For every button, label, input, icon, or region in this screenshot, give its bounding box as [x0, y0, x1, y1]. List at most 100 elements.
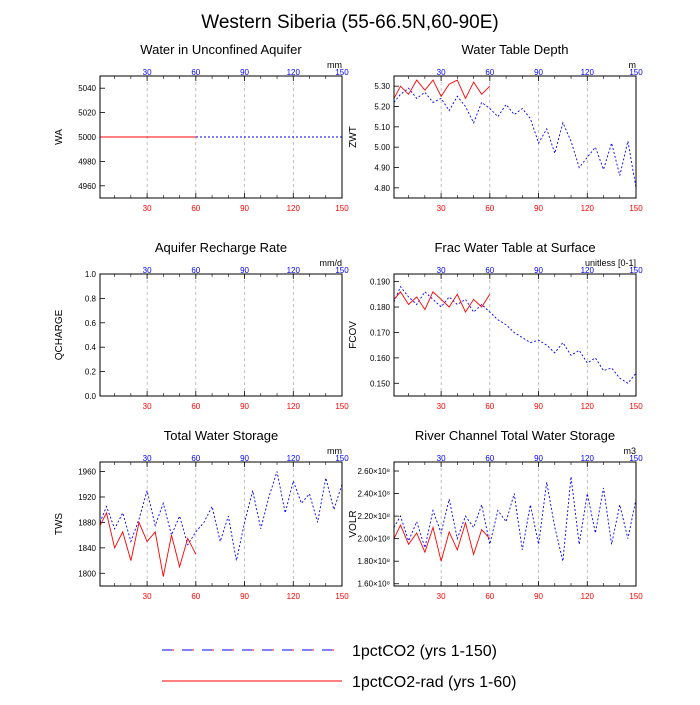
- x-tick-label: 120: [581, 592, 595, 601]
- x-tick-label-top: 60: [191, 266, 200, 275]
- y-tick-label: 0.0: [85, 392, 97, 401]
- x-tick-label-top: 120: [581, 454, 595, 463]
- y-tick-label: 0.2: [85, 368, 97, 377]
- y-axis-label: TWS: [54, 513, 65, 536]
- plot-frame: [99, 461, 343, 587]
- panel-fcov: Frac Water Table at Surface unitless [0-1…: [348, 240, 643, 411]
- units-label: mm: [327, 446, 342, 456]
- x-tick-label: 120: [287, 592, 301, 601]
- x-tick-label: 150: [629, 204, 643, 213]
- series-line-red: [99, 511, 197, 577]
- x-tick-label-top: 30: [437, 454, 446, 463]
- x-tick-label: 30: [437, 592, 446, 601]
- legend-label-1pctco2: 1pctCO2 (yrs 1-150): [352, 643, 497, 660]
- x-tick-label: 60: [485, 204, 494, 213]
- y-tick-label: 5.10: [374, 123, 390, 132]
- y-axis-label: WA: [54, 129, 65, 145]
- x-tick-label: 30: [143, 204, 152, 213]
- plot-frame: [393, 461, 637, 587]
- units-label: m3: [623, 446, 636, 456]
- x-tick-label-top: 90: [240, 266, 249, 275]
- y-tick-label: 4.80: [374, 184, 390, 193]
- y-tick-label: 5.20: [374, 103, 390, 112]
- panel-volr: River Channel Total Water Storage m3 VOLR 3…: [348, 428, 643, 601]
- units-label: m: [629, 60, 637, 70]
- x-tick-label-top: 120: [287, 454, 301, 463]
- x-tick-label-top: 30: [143, 454, 152, 463]
- x-tick-label-top: 60: [485, 266, 494, 275]
- series-line-red: [393, 521, 491, 562]
- y-tick-label: 0.8: [85, 294, 97, 303]
- x-tick-label-top: 60: [191, 68, 200, 77]
- x-tick-label-top: 30: [143, 266, 152, 275]
- y-tick-label: 0.150: [370, 379, 391, 388]
- x-tick-label-top: 120: [287, 266, 301, 275]
- units-label: unitless [0-1]: [585, 258, 636, 268]
- y-tick-label: 5000: [78, 133, 96, 142]
- y-tick-label: 2.20×10⁸: [357, 512, 390, 521]
- y-tick-label: 4960: [78, 182, 96, 191]
- y-tick-label: 2.60×10⁸: [357, 467, 390, 476]
- x-tick-label: 90: [240, 204, 249, 213]
- y-axis-label: VOLR: [348, 510, 359, 537]
- y-tick-label: 1.0: [85, 270, 97, 279]
- x-tick-label-top: 30: [143, 68, 152, 77]
- x-tick-label: 60: [485, 592, 494, 601]
- plot-frame: [393, 75, 637, 199]
- x-tick-label-top: 120: [287, 68, 301, 77]
- y-tick-label: 1800: [78, 569, 96, 578]
- x-tick-label-top: 90: [534, 454, 543, 463]
- units-label: mm/d: [320, 258, 343, 268]
- panel-wa: Water in Unconfined Aquifer mm WA 30 30 60 60 9…: [54, 42, 349, 213]
- y-axis-label: ZWT: [348, 126, 359, 148]
- x-tick-label-top: 60: [485, 454, 494, 463]
- y-tick-label: 2.00×10⁸: [357, 535, 390, 544]
- x-tick-label: 90: [534, 204, 543, 213]
- x-tick-label: 120: [581, 204, 595, 213]
- panel-title: Water in Unconfined Aquifer: [140, 42, 302, 57]
- y-tick-label: 1880: [78, 518, 96, 527]
- panel-title: Water Table Depth: [462, 42, 569, 57]
- y-tick-label: 0.160: [370, 354, 391, 363]
- series-line-blue: [393, 476, 637, 562]
- x-tick-label-top: 120: [581, 68, 595, 77]
- x-tick-label-top: 150: [629, 266, 643, 275]
- y-tick-label: 5.30: [374, 82, 390, 91]
- series-line-blue: [393, 285, 637, 384]
- x-tick-label-top: 90: [240, 68, 249, 77]
- y-tick-label: 0.180: [370, 303, 391, 312]
- plot-frame: [99, 75, 343, 199]
- figure-title: Western Siberia (55-66.5N,60-90E): [201, 12, 498, 33]
- x-tick-label-top: 90: [534, 266, 543, 275]
- x-tick-label-top: 150: [335, 454, 349, 463]
- y-tick-label: 1920: [78, 493, 96, 502]
- x-tick-label: 60: [191, 204, 200, 213]
- series-line-blue: [99, 471, 343, 561]
- panel-title: River Channel Total Water Storage: [415, 428, 615, 443]
- x-tick-label: 60: [191, 402, 200, 411]
- panel-title: Frac Water Table at Surface: [434, 240, 595, 255]
- y-tick-label: 0.6: [85, 319, 97, 328]
- x-tick-label-top: 150: [335, 266, 349, 275]
- legend: 1pctCO2 (yrs 1-150) 1pctCO2-rad (yrs 1-6…: [162, 643, 517, 691]
- x-tick-label-top: 30: [437, 68, 446, 77]
- x-tick-label: 60: [485, 402, 494, 411]
- x-tick-label-top: 150: [629, 454, 643, 463]
- x-tick-label-top: 150: [335, 68, 349, 77]
- x-tick-label: 120: [581, 402, 595, 411]
- y-tick-label: 0.4: [85, 343, 97, 352]
- x-tick-label: 150: [335, 592, 349, 601]
- series-line-blue: [393, 87, 637, 188]
- y-tick-label: 0.170: [370, 328, 391, 337]
- y-tick-label: 5.00: [374, 143, 390, 152]
- x-tick-label: 90: [240, 592, 249, 601]
- x-tick-label: 90: [534, 592, 543, 601]
- y-tick-label: 2.40×10⁸: [357, 490, 390, 499]
- x-tick-label-top: 60: [191, 454, 200, 463]
- panel-qcharge: Aquifer Recharge Rate mm/d QCHARGE 30 30 60 60…: [54, 240, 349, 411]
- x-tick-label: 150: [629, 592, 643, 601]
- x-tick-label: 30: [143, 592, 152, 601]
- y-axis-label: QCHARGE: [54, 309, 65, 360]
- plot-frame: [393, 273, 637, 397]
- x-tick-label: 60: [191, 592, 200, 601]
